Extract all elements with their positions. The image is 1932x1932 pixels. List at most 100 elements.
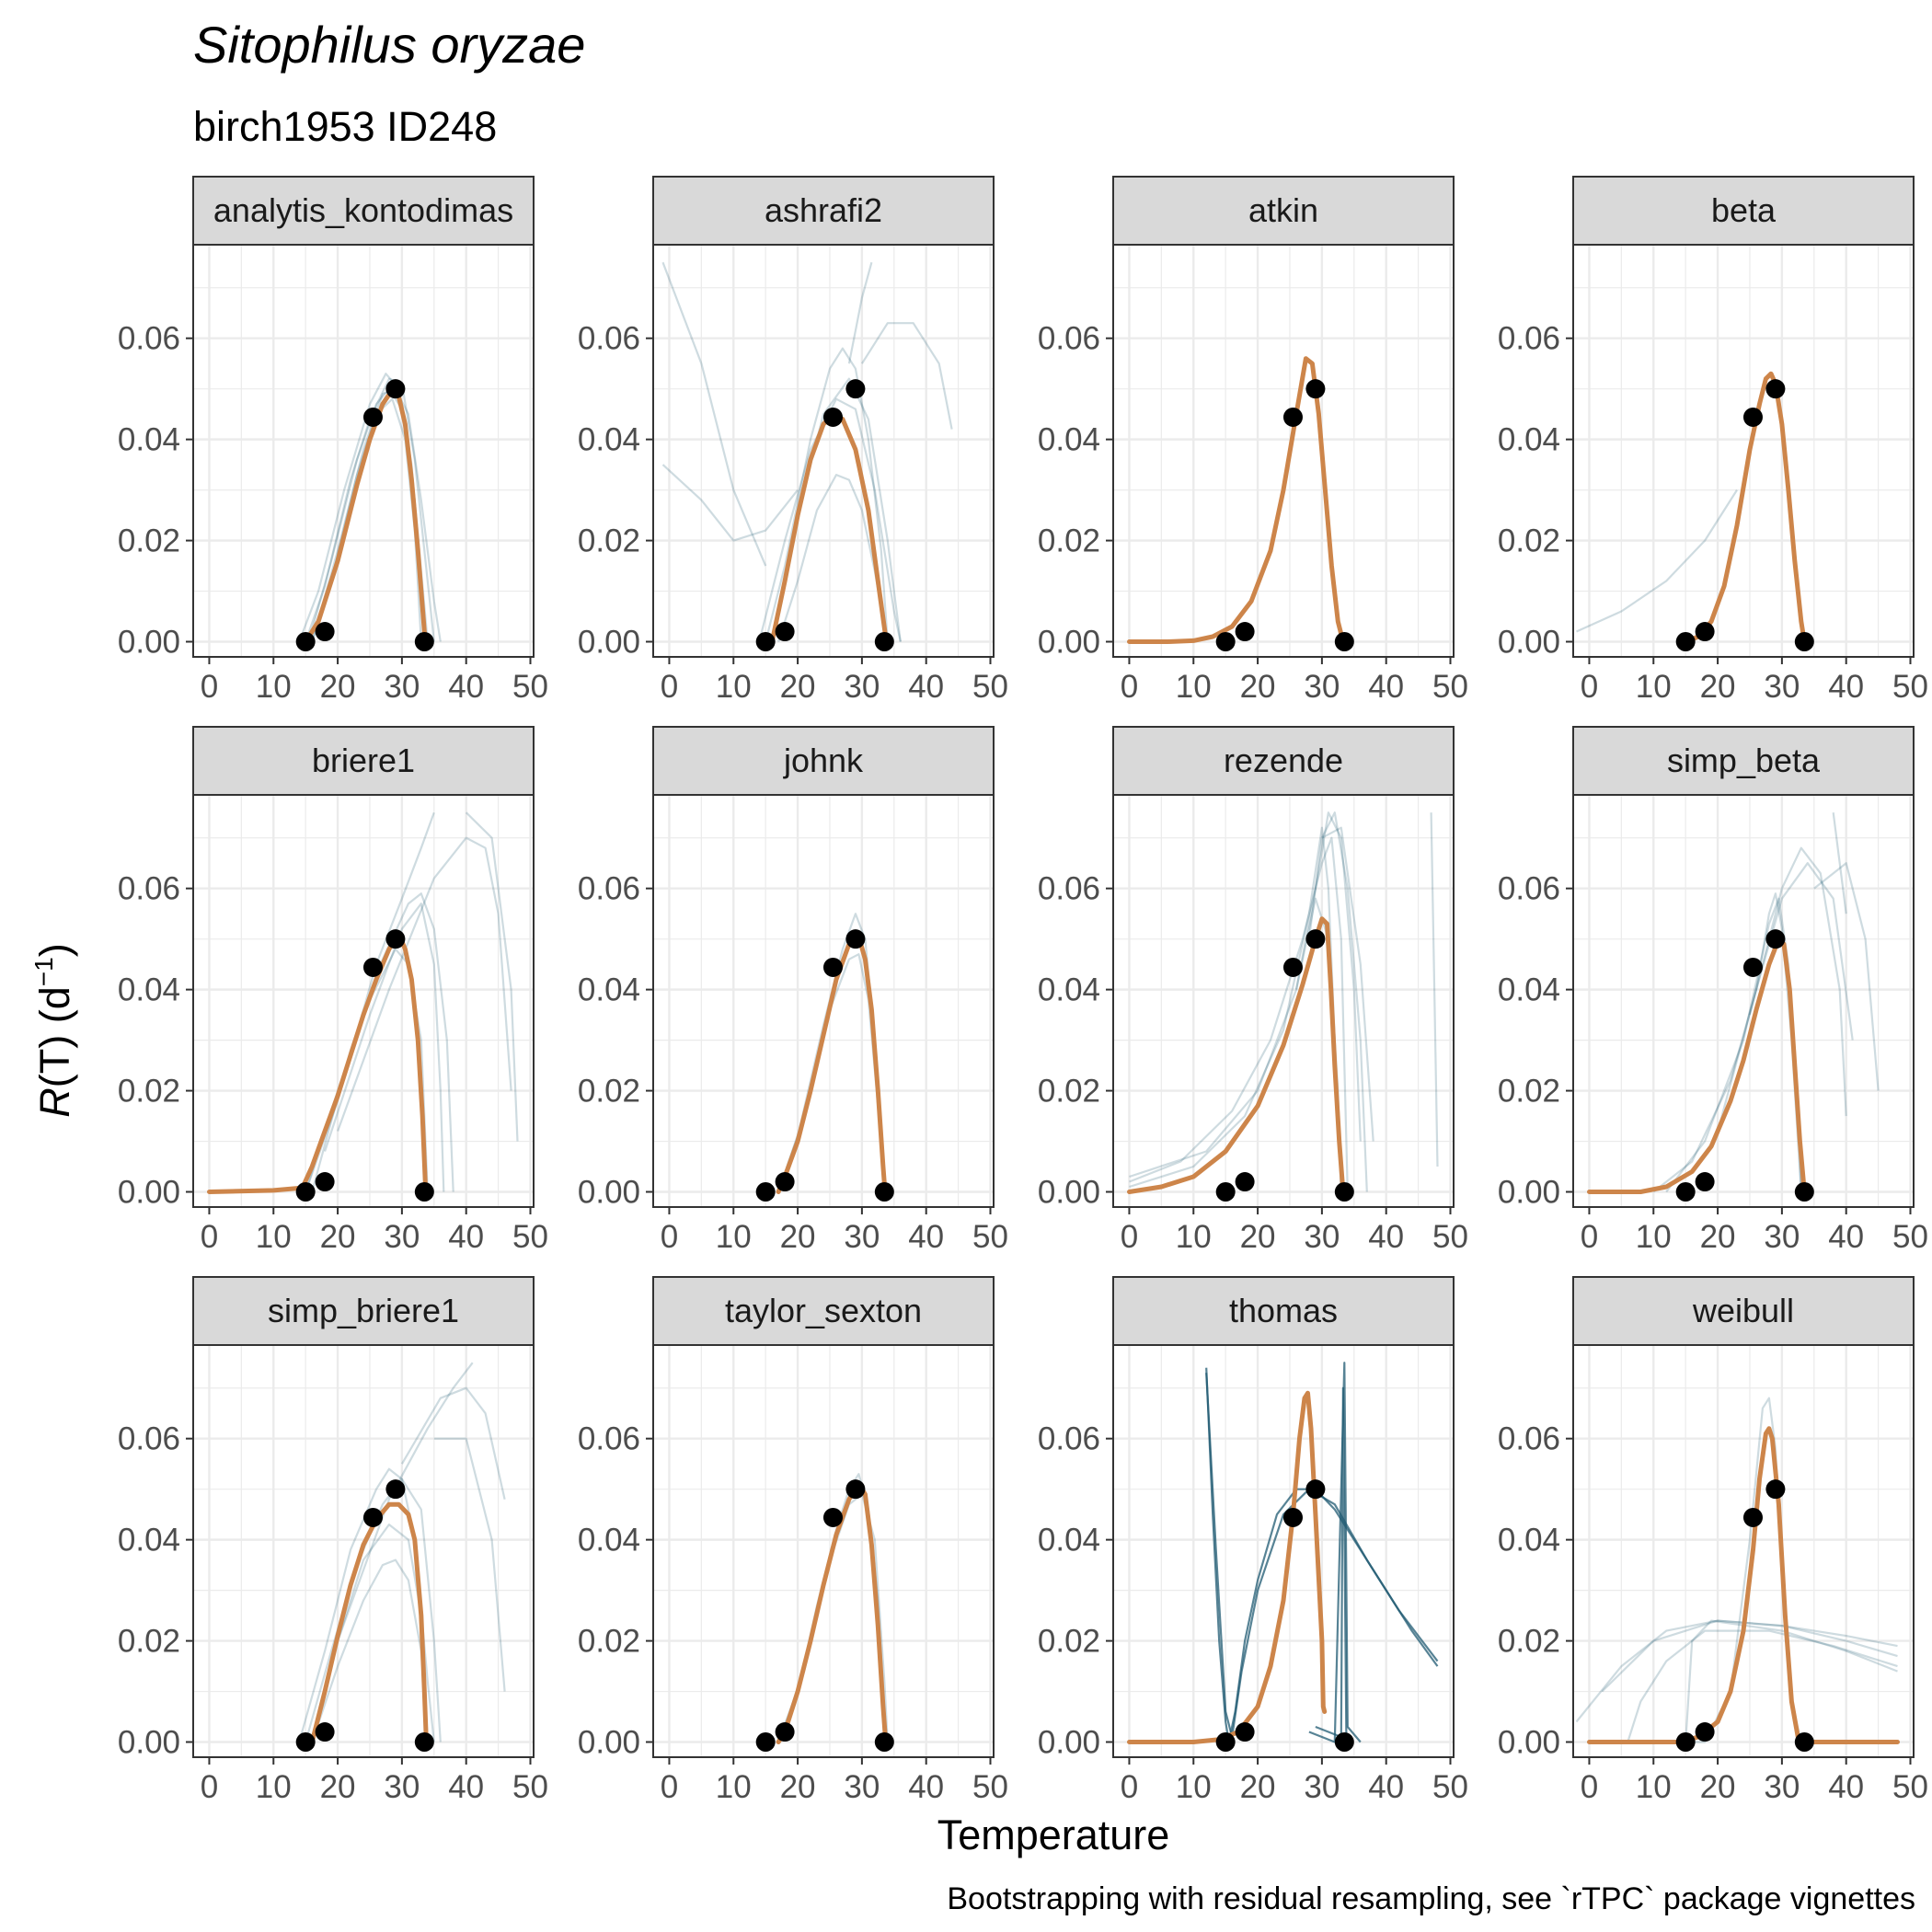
facet-panel-briere1: briere1 0.00 0.02 0.04 0.06 0 10 20 30 40 50 [118, 726, 548, 1255]
data-point [1765, 379, 1786, 399]
facet-strip-label: beta [1711, 191, 1777, 229]
observed-points [1215, 929, 1354, 1202]
fitted-curve [1127, 1390, 1328, 1744]
x-tick-label: 50 [512, 669, 548, 705]
x-tick-label: 10 [256, 669, 292, 705]
x-tick-label: 20 [1240, 1219, 1276, 1255]
y-tick-label: 0.04 [1498, 972, 1560, 1008]
y-tick-label: 0.02 [118, 523, 180, 559]
x-tick-label: 50 [512, 1219, 548, 1255]
facet-strip [652, 726, 995, 796]
data-point [1282, 957, 1303, 977]
x-tick-label: 0 [201, 1219, 218, 1255]
data-point [1215, 632, 1236, 652]
panel-border [192, 1344, 535, 1758]
x-tick-label: 0 [661, 1219, 678, 1255]
data-point [755, 632, 776, 652]
x-tick-label: 50 [512, 1769, 548, 1805]
grid-lines [653, 1345, 994, 1757]
y-tick-label: 0.06 [578, 321, 640, 357]
x-tick-label: 20 [1240, 1769, 1276, 1805]
x-tick-label: 20 [1700, 1769, 1736, 1805]
data-point [315, 1722, 335, 1742]
observed-points [1215, 1479, 1354, 1753]
data-point [822, 957, 843, 977]
y-tick-label: 0.04 [1498, 1523, 1560, 1558]
data-point [315, 622, 335, 642]
facet-panel-ashrafi2: ashrafi2 0.00 0.02 0.04 0.06 0 10 20 30 40 50 [578, 176, 1008, 705]
data-point [414, 1182, 434, 1202]
facet-panel-analytis_kontodimas: analytis_kontodimas 0.00 0.02 0.04 0.06 0 10 20… [118, 176, 548, 705]
x-tick-label: 50 [1432, 1219, 1468, 1255]
fitted-curve [1127, 916, 1346, 1194]
x-tick-label: 30 [384, 1219, 420, 1255]
panel-background [1573, 1345, 1914, 1757]
y-tick-label: 0.06 [1038, 871, 1100, 907]
x-tick-label: 50 [972, 1219, 1008, 1255]
facet-strip-label: taylor_sexton [725, 1292, 922, 1329]
x-tick-label: 40 [1368, 1769, 1404, 1805]
x-tick-label: 20 [1240, 669, 1276, 705]
fitted-curve [1127, 356, 1346, 644]
data-point [295, 1732, 316, 1753]
data-point [1794, 632, 1814, 652]
x-tick-label: 40 [908, 1219, 944, 1255]
data-point [1334, 1182, 1354, 1202]
y-tick-label: 0.06 [1498, 321, 1560, 357]
x-tick-label: 10 [1176, 1219, 1212, 1255]
y-tick-label: 0.00 [1498, 1175, 1560, 1211]
facet-strip-label: thomas [1229, 1292, 1338, 1329]
x-tick-label: 20 [780, 669, 816, 705]
x-tick-label: 10 [1176, 669, 1212, 705]
grid-lines [1573, 245, 1914, 657]
y-tick-label: 0.06 [1038, 1421, 1100, 1457]
facet-panel-taylor_sexton: taylor_sexton 0.00 0.02 0.04 0.06 0 10 20 30 40 50 [578, 1276, 1008, 1805]
bootstrap-curve [1748, 846, 1847, 1117]
data-point [1215, 1732, 1236, 1753]
data-point [1334, 632, 1354, 652]
y-tick-label: 0.06 [118, 321, 180, 357]
bootstrap-curve [1307, 811, 1368, 1192]
data-point [1765, 929, 1786, 949]
x-tick-label: 0 [1121, 669, 1138, 705]
x-tick-label: 10 [256, 1769, 292, 1805]
svg-text:R(T) (d−1): R(T) (d−1) [29, 943, 78, 1117]
y-tick-label: 0.00 [578, 1175, 640, 1211]
x-tick-label: 30 [1304, 1219, 1340, 1255]
panel-background [193, 795, 534, 1207]
y-tick-label: 0.00 [118, 1725, 180, 1761]
panel-border [1572, 1344, 1915, 1758]
data-point [295, 632, 316, 652]
x-tick-label: 30 [844, 1769, 880, 1805]
y-tick-label: 0.02 [578, 523, 640, 559]
grid-lines [1113, 795, 1454, 1207]
facet-strip [1112, 176, 1455, 246]
chart-caption: Bootstrapping with residual resampling, … [947, 1881, 1915, 1916]
data-point [775, 622, 795, 642]
observed-points [1675, 1479, 1814, 1753]
x-tick-label: 10 [716, 1219, 752, 1255]
panel-border [1112, 244, 1455, 658]
observed-points [295, 1479, 434, 1753]
x-tick-label: 40 [908, 1769, 944, 1805]
y-tick-label: 0.00 [1038, 625, 1100, 661]
x-tick-label: 10 [716, 669, 752, 705]
facet-strip-label: ashrafi2 [765, 191, 882, 229]
data-point [1235, 1722, 1255, 1742]
bootstrap-curve [1576, 489, 1738, 633]
x-tick-label: 10 [1636, 1769, 1672, 1805]
data-point [362, 1507, 383, 1527]
data-point [775, 1722, 795, 1742]
facet-panel-rezende: rezende 0.00 0.02 0.04 0.06 0 10 20 30 40 50 [1038, 726, 1468, 1255]
y-tick-label: 0.04 [578, 972, 640, 1008]
observed-points [1675, 929, 1814, 1202]
bootstrap-curves [1652, 812, 1880, 1193]
y-tick-label: 0.06 [578, 871, 640, 907]
y-tick-label: 0.00 [1498, 625, 1560, 661]
facet-strip-label: rezende [1224, 742, 1343, 779]
x-tick-label: 0 [1581, 669, 1598, 705]
x-tick-label: 10 [1176, 1769, 1212, 1805]
data-point [874, 1732, 894, 1753]
data-point [1282, 1507, 1303, 1527]
panel-border [1572, 244, 1915, 658]
